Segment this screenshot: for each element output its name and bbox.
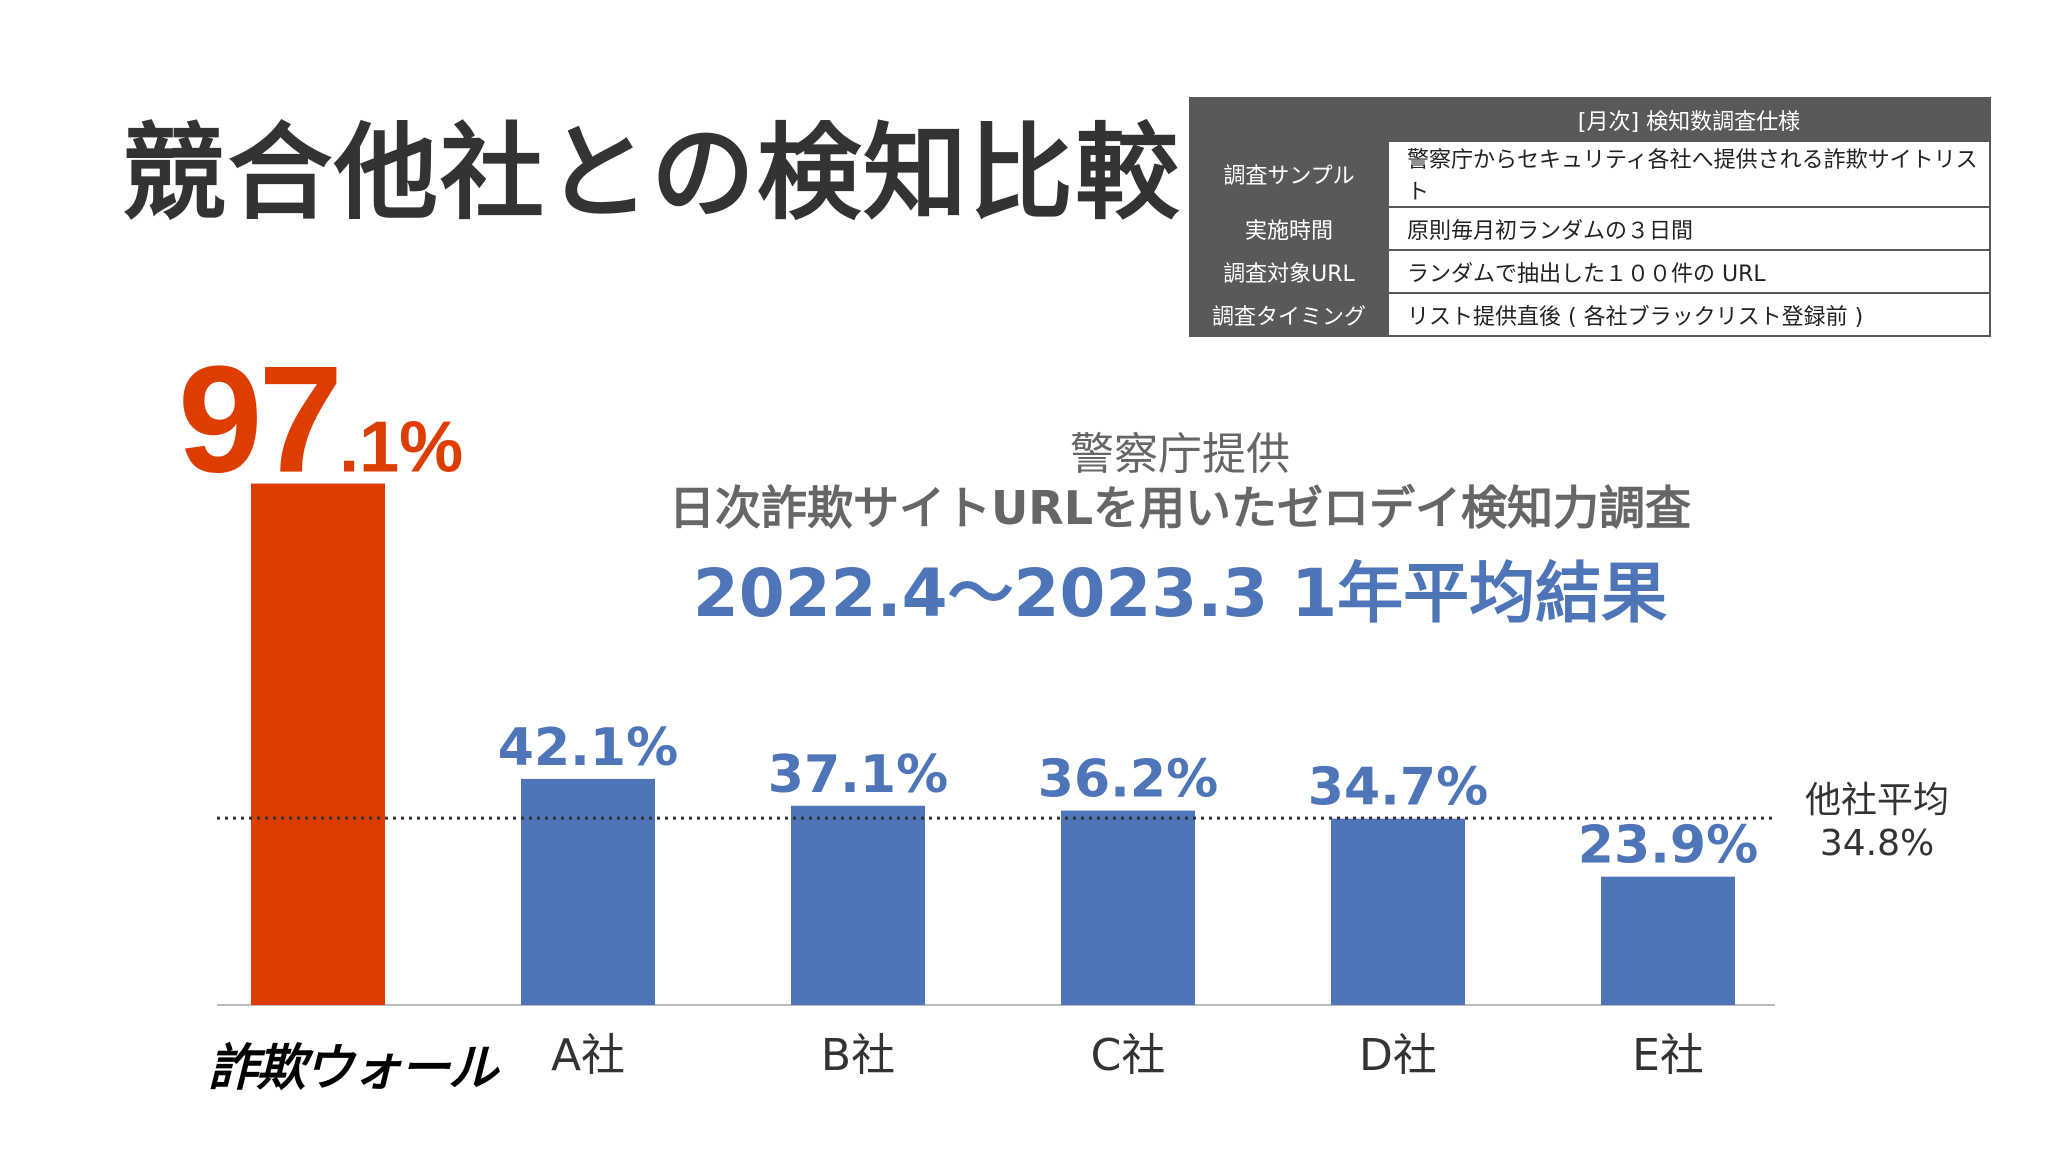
spec-row: 調査タイミング リスト提供直後 ( 各社ブラックリスト登録前 ) bbox=[1189, 292, 1991, 337]
spec-row: 調査対象URL ランダムで抽出した１００件の URL bbox=[1189, 249, 1991, 294]
category-label: B社 bbox=[821, 1030, 895, 1081]
category-label: D社 bbox=[1359, 1030, 1437, 1081]
category-label: A社 bbox=[551, 1030, 625, 1081]
spec-row-label: 調査タイミング bbox=[1189, 292, 1389, 337]
page-title: 競合他社との検知比較 bbox=[122, 112, 1181, 234]
data-label: 97.1% bbox=[178, 335, 463, 505]
data-label: 37.1% bbox=[768, 745, 948, 805]
bar bbox=[1331, 818, 1465, 1005]
category-label: E社 bbox=[1632, 1030, 1704, 1081]
data-label: 23.9% bbox=[1578, 816, 1758, 876]
average-label: 他社平均 bbox=[1805, 780, 1949, 821]
survey-source: 警察庁提供 bbox=[1070, 429, 1290, 480]
bar bbox=[251, 483, 385, 1005]
spec-row-value: リスト提供直後 ( 各社ブラックリスト登録前 ) bbox=[1387, 293, 1991, 337]
spec-header-blank bbox=[1189, 97, 1389, 142]
spec-row-value: ランダムで抽出した１００件の URL bbox=[1387, 250, 1991, 294]
spec-row-value: 原則毎月初ランダムの３日間 bbox=[1387, 207, 1991, 251]
survey-description: 日次詐欺サイトURLを用いたゼロデイ検知力調査 bbox=[668, 481, 1692, 535]
data-label: 42.1% bbox=[498, 718, 678, 778]
spec-row-value: 警察庁からセキュリティ各社へ提供される詐欺サイトリスト bbox=[1387, 141, 1991, 208]
spec-header-row: [月次] 検知数調査仕様 bbox=[1189, 97, 1991, 142]
spec-row: 実施時間 原則毎月初ランダムの３日間 bbox=[1189, 206, 1991, 251]
category-label: C社 bbox=[1091, 1030, 1166, 1081]
spec-header-title: [月次] 検知数調査仕様 bbox=[1387, 97, 1991, 142]
bar bbox=[521, 778, 655, 1005]
average-value: 34.8% bbox=[1820, 823, 1934, 864]
spec-row-label: 実施時間 bbox=[1189, 206, 1389, 251]
bar bbox=[791, 805, 925, 1005]
bar bbox=[1601, 876, 1735, 1005]
spec-row: 調査サンプル 警察庁からセキュリティ各社へ提供される詐欺サイトリスト bbox=[1189, 140, 1991, 208]
data-label: 36.2% bbox=[1038, 750, 1218, 810]
bar bbox=[1061, 810, 1195, 1005]
spec-row-label: 調査サンプル bbox=[1189, 140, 1389, 208]
spec-row-label: 調査対象URL bbox=[1189, 249, 1389, 294]
data-label: 34.7% bbox=[1308, 758, 1488, 818]
category-label: 詐欺ウォール bbox=[208, 1039, 500, 1097]
survey-spec-table: [月次] 検知数調査仕様 調査サンプル 警察庁からセキュリティ各社へ提供される詐… bbox=[1189, 97, 1991, 337]
survey-period: 2022.4～2023.3 1年平均結果 bbox=[692, 555, 1668, 632]
